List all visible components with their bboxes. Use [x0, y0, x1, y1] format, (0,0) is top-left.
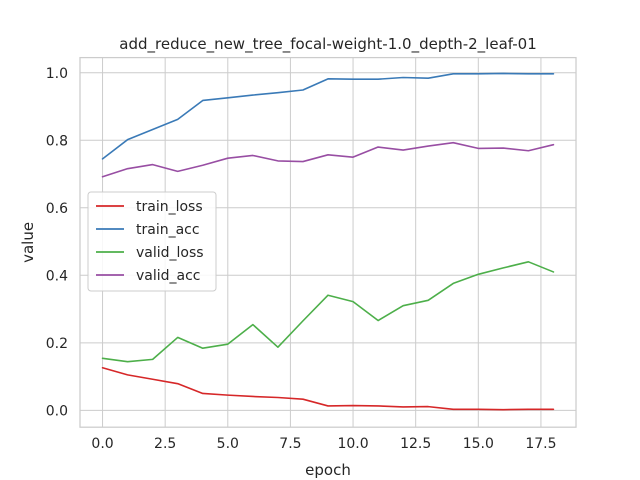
- legend-label-valid-acc: valid_acc: [136, 268, 201, 284]
- y-tick-label: 0.0: [46, 403, 68, 419]
- x-tick-label: 17.5: [525, 436, 556, 452]
- plot-frame: [79, 56, 577, 428]
- legend: train_loss train_acc valid_loss valid_acc: [87, 191, 217, 292]
- x-tick-label: 12.5: [400, 436, 431, 452]
- x-tick-label: 10.0: [337, 436, 368, 452]
- x-axis-label: epoch: [305, 461, 351, 479]
- series-line-train-loss: [101, 366, 555, 411]
- x-tick-label: 5.0: [217, 436, 239, 452]
- x-tick-label: 0.0: [91, 436, 113, 452]
- legend-label-train-acc: train_acc: [136, 222, 200, 238]
- chart-title: add_reduce_new_tree_focal-weight-1.0_dep…: [119, 35, 536, 54]
- legend-label-valid-loss: valid_loss: [136, 245, 204, 261]
- y-tick-label: 0.2: [46, 336, 68, 352]
- y-tick-label: 0.8: [46, 133, 68, 149]
- legend-box: [87, 191, 217, 292]
- x-tick-labels: 0.0 2.5 5.0 7.5 10.0 12.5 15.0 17.5: [91, 436, 556, 452]
- y-tick-label: 0.6: [46, 201, 68, 217]
- legend-label-train-loss: train_loss: [136, 199, 203, 215]
- x-tick-label: 15.0: [463, 436, 494, 452]
- y-axis-label: value: [19, 222, 37, 263]
- y-tick-label: 1.0: [46, 66, 68, 82]
- series-line-valid-loss: [101, 261, 555, 363]
- x-tick-label: 2.5: [154, 436, 176, 452]
- x-tick-label: 7.5: [279, 436, 301, 452]
- y-tick-labels: 0.0 0.2 0.4 0.6 0.8 1.0: [46, 66, 68, 420]
- grid: [80, 57, 576, 428]
- series-line-train-acc: [101, 72, 555, 160]
- series-layer: [101, 72, 555, 411]
- y-tick-label: 0.4: [46, 268, 68, 284]
- series-line-valid-acc: [101, 141, 555, 178]
